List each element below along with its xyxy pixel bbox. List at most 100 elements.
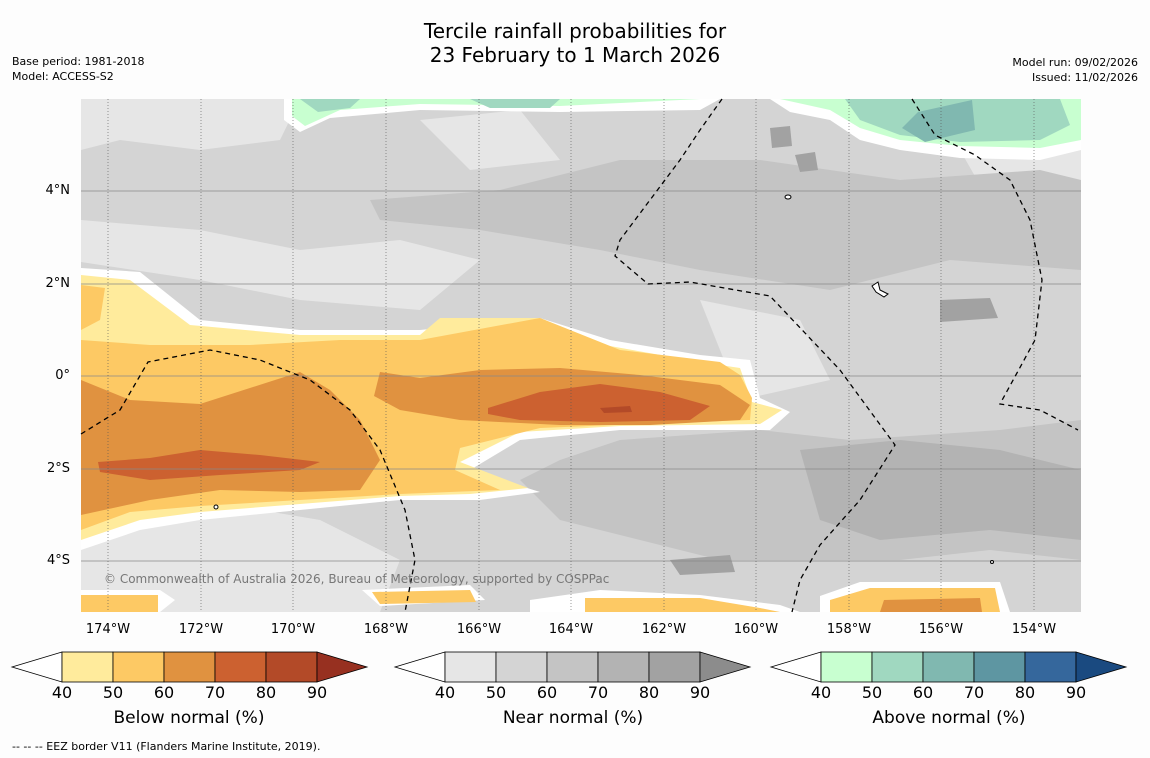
- above-60-ne: [902, 100, 975, 142]
- below-60-se: [880, 598, 982, 612]
- below-tick-40: 40: [51, 683, 73, 702]
- near-colorbar-40-50: [444, 651, 497, 683]
- above-normal-label: Above normal (%): [872, 708, 1026, 728]
- above-colorbar-60-70: [922, 651, 975, 683]
- eez-borders: [80, 98, 1079, 613]
- below-50-s: [372, 590, 476, 604]
- below-tick-50: 50: [102, 683, 124, 702]
- below-80-central: [600, 406, 632, 413]
- lon-label-154w: 154°W: [1011, 622, 1057, 637]
- near-colorbar-50-60: [495, 651, 548, 683]
- lat-label-4n: 4°N: [45, 183, 71, 198]
- near-colorbar-60-70: [546, 651, 599, 683]
- above-40-nw: [292, 99, 700, 126]
- above-colorbar-80-90: [1024, 651, 1077, 683]
- below-colorbar-70-80: [214, 651, 267, 683]
- near-40-patch-sw: [81, 500, 400, 612]
- below-colorbar-lower-extension: [10, 651, 63, 683]
- near-tick-90: 90: [689, 683, 711, 702]
- map-title: Tercile rainfall probabilities for 23 Fe…: [0, 19, 1150, 67]
- near-tick-40: 40: [434, 683, 456, 702]
- below-colorbar-80-90: [265, 651, 318, 683]
- below-tick-80: 80: [255, 683, 277, 702]
- near-tick-70: 70: [587, 683, 609, 702]
- below-50-sc: [585, 598, 780, 612]
- below-tick-90: 90: [306, 683, 328, 702]
- below-70-west: [98, 450, 320, 480]
- above-colorbar-70-80: [973, 651, 1026, 683]
- below-tick-70: 70: [204, 683, 226, 702]
- near-40-patch-n: [420, 110, 560, 170]
- meta-right: Model run: 09/02/2026 Issued: 11/02/2026: [1012, 55, 1138, 85]
- lon-label-156w: 156°W: [918, 622, 964, 637]
- near-normal-label: Near normal (%): [502, 708, 644, 728]
- eez-border-east: [911, 98, 1079, 431]
- below-colorbar-upper-extension: [316, 651, 369, 683]
- title-line-2: 23 February to 1 March 2026: [429, 43, 721, 67]
- near-70-patch-se: [800, 440, 1081, 540]
- near-80-patch-s: [670, 555, 735, 575]
- lon-label-162w: 162°W: [641, 622, 687, 637]
- model-run-text: Model run: 09/02/2026: [1012, 56, 1138, 69]
- near-tick-80: 80: [638, 683, 660, 702]
- lat-label-4s: 4°S: [46, 553, 70, 568]
- near-colorbar-70-80: [597, 651, 650, 683]
- above-colorbar-lower-extension: [769, 651, 822, 683]
- above-tick-80: 80: [1014, 683, 1036, 702]
- above-tick-90: 90: [1065, 683, 1087, 702]
- lon-label-172w: 172°W: [178, 622, 224, 637]
- near-80-patch-n: [770, 126, 792, 148]
- near-tick-50: 50: [485, 683, 507, 702]
- near-tick-60: 60: [536, 683, 558, 702]
- below-colorbar-50-60: [112, 651, 165, 683]
- above-colorbar-40-50: [820, 651, 873, 683]
- below-colorbar-40-50: [61, 651, 114, 683]
- island-kiritimati: [871, 281, 889, 298]
- above-tick-50: 50: [861, 683, 883, 702]
- below-tick-60: 60: [153, 683, 175, 702]
- lon-label-160w: 160°W: [733, 622, 779, 637]
- near-80-patch-n2: [795, 152, 818, 172]
- above-colorbar-50-60: [871, 651, 924, 683]
- island-se: [990, 560, 994, 564]
- below-70-central: [488, 384, 710, 422]
- lon-label-170w: 170°W: [270, 622, 316, 637]
- near-colorbar-lower-extension: [393, 651, 446, 683]
- above-tick-40: 40: [810, 683, 832, 702]
- lon-label-158w: 158°W: [826, 622, 872, 637]
- islands: [213, 194, 994, 564]
- near-colorbar-80-90: [648, 651, 701, 683]
- meta-left: Base period: 1981-2018 Model: ACCESS-S2: [12, 54, 144, 84]
- lon-label-168w: 168°W: [363, 622, 409, 637]
- above-tick-70: 70: [963, 683, 985, 702]
- colorbar-above: [769, 651, 1128, 683]
- lon-label-166w: 166°W: [456, 622, 502, 637]
- above-50-nw-b: [470, 99, 560, 108]
- below-50-nw: [81, 285, 105, 330]
- below-50-sw: [81, 595, 158, 612]
- island-sw: [213, 504, 219, 510]
- near-40-patch-nw: [81, 99, 300, 150]
- near-40-patch-w: [81, 220, 480, 310]
- eez-footnote: -- -- -- EEZ border V11 (Flanders Marine…: [12, 740, 321, 753]
- lat-label-eq: 0°: [55, 368, 70, 383]
- below-colorbar-60-70: [163, 651, 216, 683]
- model-text: Model: ACCESS-S2: [12, 70, 114, 83]
- copyright-notice: © Commonwealth of Australia 2026, Bureau…: [104, 572, 610, 586]
- above-colorbar-upper-extension: [1075, 651, 1128, 683]
- lat-label-2n: 2°N: [45, 276, 71, 291]
- colorbar-below: [10, 651, 369, 683]
- base-period-text: Base period: 1981-2018: [12, 55, 145, 68]
- near-colorbar-upper-extension: [699, 651, 752, 683]
- above-boundary-nw: [284, 99, 720, 132]
- title-line-1: Tercile rainfall probabilities for: [423, 19, 727, 43]
- lon-label-164w: 164°W: [548, 622, 594, 637]
- issued-text: Issued: 11/02/2026: [1031, 71, 1138, 84]
- island-tabuaeran: [784, 194, 792, 200]
- graticule: [81, 99, 1081, 612]
- near-80-patch-e: [940, 298, 998, 322]
- colorbar-near: [393, 651, 752, 683]
- eez-border-west: [80, 349, 416, 613]
